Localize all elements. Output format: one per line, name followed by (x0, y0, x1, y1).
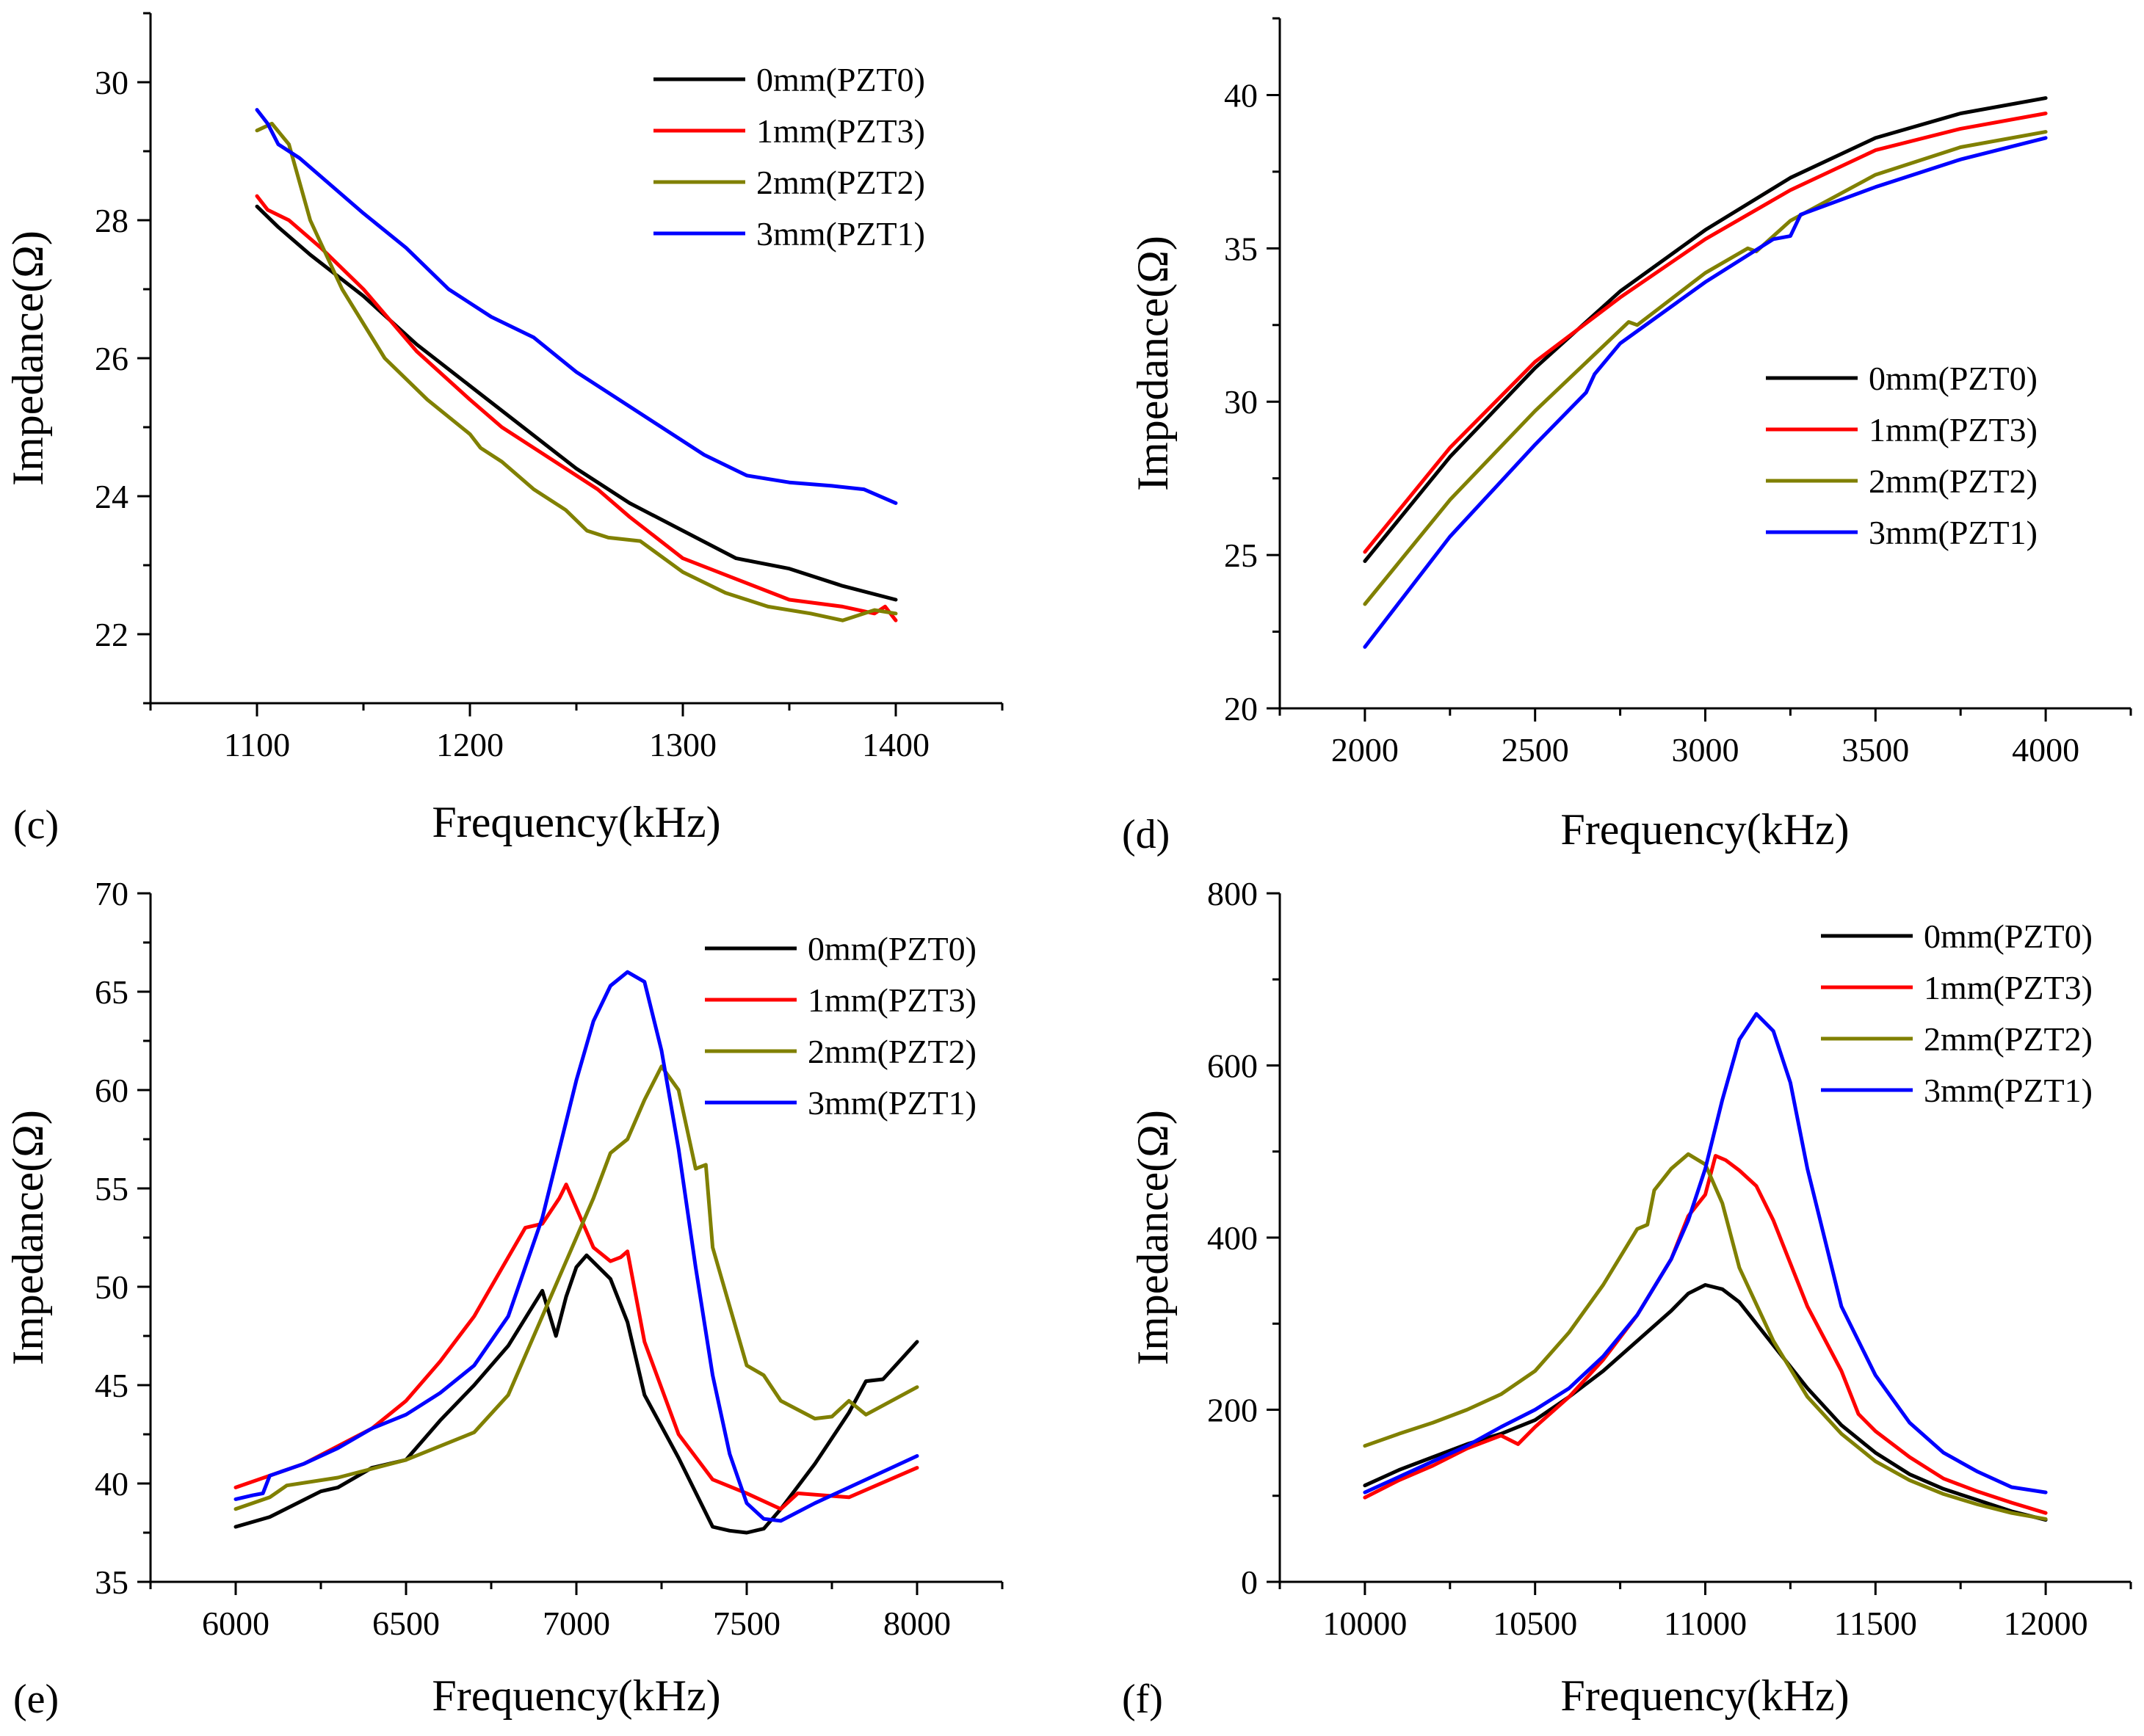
y-tick-label: 30 (1224, 383, 1258, 421)
x-tick-label: 1200 (436, 726, 504, 763)
legend-label: 1mm(PZT3) (1924, 969, 2093, 1006)
chart-panel-3: 10000 10500 11000 11500 12000 0 200 400 600 800 Fr… (1122, 875, 2132, 1722)
legend: 0mm(PZT0) 1mm(PZT3) 2mm(PZT2) 3mm(PZT1) (1766, 360, 2038, 551)
x-tick-label: 3500 (1841, 731, 1909, 769)
x-tick-label: 11500 (1834, 1605, 1917, 1642)
legend-label: 3mm(PZT1) (808, 1084, 977, 1122)
y-tick-label: 40 (95, 1465, 128, 1503)
x-tick-label: 1400 (862, 726, 930, 763)
series-line-3 (233, 970, 919, 1523)
panel-label: (d) (1122, 812, 1170, 857)
x-axis-title: Frequency(kHz) (432, 1671, 720, 1720)
y-axis-title: Impedance(Ω) (1129, 1110, 1177, 1365)
series-line-1 (1363, 112, 2048, 554)
y-tick-label: 0 (1241, 1564, 1258, 1601)
y-tick-label: 25 (1224, 537, 1258, 574)
x-tick-label: 3000 (1672, 731, 1739, 769)
y-tick-label: 400 (1207, 1219, 1258, 1257)
x-tick-label: 6000 (202, 1605, 269, 1642)
legend-label: 0mm(PZT0) (1869, 360, 2038, 397)
panel-label: (e) (13, 1677, 59, 1722)
x-axis-title: Frequency(kHz) (432, 798, 720, 846)
y-tick-label: 60 (95, 1072, 128, 1109)
y-tick-label: 22 (95, 616, 128, 653)
series-line-2 (255, 121, 898, 622)
panel-label: (f) (1122, 1677, 1163, 1722)
y-tick-label: 45 (95, 1367, 128, 1404)
x-tick-label: 2000 (1331, 731, 1399, 769)
series-line-0 (255, 204, 898, 602)
legend-label: 1mm(PZT3) (808, 981, 977, 1019)
y-tick-label: 65 (95, 973, 128, 1011)
series-line-1 (1363, 1154, 2048, 1515)
y-axis-title: Impedance(Ω) (1129, 236, 1177, 491)
y-tick-label: 70 (95, 875, 128, 912)
y-tick-label: 40 (1224, 76, 1258, 114)
legend-label: 2mm(PZT2) (756, 164, 925, 201)
legend-label: 2mm(PZT2) (808, 1033, 977, 1070)
legend-label: 3mm(PZT1) (1869, 514, 2038, 551)
x-tick-label: 2500 (1502, 731, 1569, 769)
y-tick-label: 600 (1207, 1047, 1258, 1085)
x-tick-label: 8000 (883, 1605, 951, 1642)
legend-label: 2mm(PZT2) (1869, 462, 2038, 500)
series-line-2 (1363, 130, 2048, 606)
y-axis-title: Impedance(Ω) (4, 1110, 52, 1365)
chart-panel-1: 2000 2500 3000 3500 4000 20 25 30 35 40 Frequency(… (1122, 17, 2132, 857)
legend-label: 3mm(PZT1) (756, 215, 925, 253)
x-tick-label: 12000 (2004, 1605, 2088, 1642)
y-tick-label: 26 (95, 340, 128, 377)
legend-label: 0mm(PZT0) (808, 930, 977, 967)
panel-label: (c) (13, 802, 59, 848)
chart-panel-2: 6000 6500 7000 7500 8000 35 40 45 50 55 60 65 70 Freq… (4, 875, 1004, 1722)
y-tick-label: 55 (95, 1170, 128, 1207)
x-tick-label: 6500 (372, 1605, 440, 1642)
x-tick-label: 10000 (1322, 1605, 1407, 1642)
series-line-0 (1363, 96, 2048, 563)
y-tick-label: 200 (1207, 1392, 1258, 1429)
series-line-3 (1363, 136, 2048, 649)
x-tick-label: 1300 (649, 726, 717, 763)
x-tick-label: 1100 (224, 726, 290, 763)
x-tick-label: 10500 (1493, 1605, 1577, 1642)
x-tick-label: 4000 (2012, 731, 2079, 769)
y-tick-label: 30 (95, 64, 128, 101)
series-line-1 (233, 1183, 919, 1511)
chart-panel-0: 1100 1200 1300 1400 22 24 26 28 30 Frequency(kHz)… (4, 12, 1004, 848)
y-tick-label: 35 (95, 1564, 128, 1601)
series-line-2 (1363, 1152, 2048, 1521)
legend-label: 0mm(PZT0) (756, 61, 925, 98)
series-line-1 (255, 194, 898, 622)
x-tick-label: 11000 (1664, 1605, 1747, 1642)
y-tick-label: 50 (95, 1268, 128, 1306)
y-tick-label: 35 (1224, 230, 1258, 267)
x-axis-title: Frequency(kHz) (1560, 1671, 1849, 1720)
legend-label: 1mm(PZT3) (756, 112, 925, 150)
legend-label: 2mm(PZT2) (1924, 1020, 2093, 1058)
y-tick-label: 20 (1224, 690, 1258, 727)
legend: 0mm(PZT0) 1mm(PZT3) 2mm(PZT2) 3mm(PZT1) (1821, 918, 2093, 1109)
series-line-3 (1363, 1012, 2048, 1495)
series-line-0 (1363, 1283, 2048, 1522)
x-tick-label: 7000 (543, 1605, 610, 1642)
y-tick-label: 24 (95, 478, 128, 515)
legend-label: 3mm(PZT1) (1924, 1072, 2093, 1109)
y-tick-label: 28 (95, 202, 128, 239)
x-axis-title: Frequency(kHz) (1560, 805, 1849, 854)
x-tick-label: 7500 (713, 1605, 781, 1642)
legend: 0mm(PZT0) 1mm(PZT3) 2mm(PZT2) 3mm(PZT1) (705, 930, 977, 1122)
legend: 0mm(PZT0) 1mm(PZT3) 2mm(PZT2) 3mm(PZT1) (653, 61, 925, 253)
legend-label: 1mm(PZT3) (1869, 411, 2038, 448)
y-axis-title: Impedance(Ω) (4, 230, 52, 486)
legend-label: 0mm(PZT0) (1924, 918, 2093, 955)
series-line-2 (233, 1064, 919, 1511)
y-tick-label: 800 (1207, 875, 1258, 912)
series-line-3 (255, 108, 898, 505)
